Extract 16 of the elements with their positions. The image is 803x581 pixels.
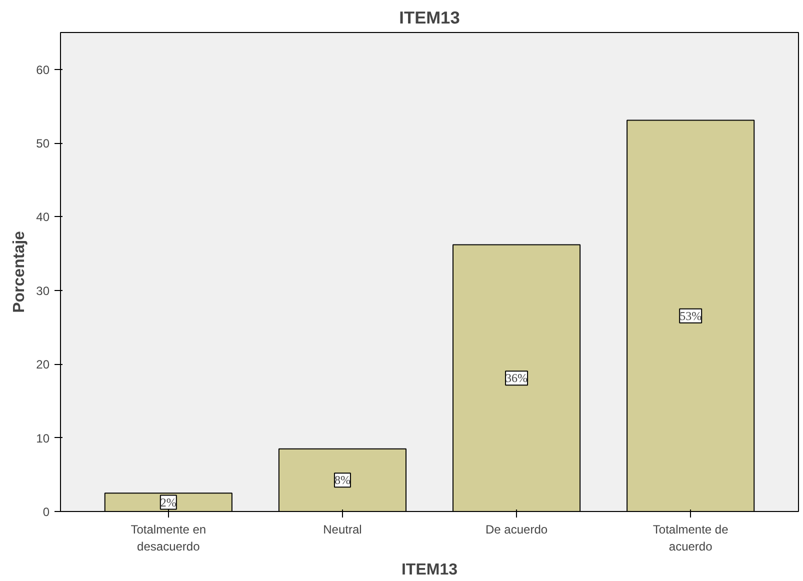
data-label: 8% — [334, 473, 350, 488]
y-tick-label: 10 — [36, 431, 50, 446]
y-tick-label: 50 — [36, 136, 50, 151]
y-tick-label: 20 — [36, 358, 50, 372]
x-tick-label: De acuerdo — [486, 522, 548, 536]
data-label: 36% — [506, 371, 528, 386]
x-axis-title: ITEM13 — [401, 561, 458, 578]
y-axis-title: Porcentaje — [11, 230, 28, 313]
x-tick-label: Totalmente en desacuerdo — [130, 522, 206, 554]
y-tick-label: 60 — [36, 62, 50, 77]
y-tick-label: 30 — [36, 284, 50, 298]
x-tick-label: Totalmente de acuerdo — [652, 522, 729, 554]
chart-title: ITEM13 — [399, 8, 460, 28]
y-tick-label: 40 — [36, 210, 50, 224]
x-tick-label: Neutral — [323, 522, 362, 536]
y-tick-label: 0 — [42, 505, 50, 519]
